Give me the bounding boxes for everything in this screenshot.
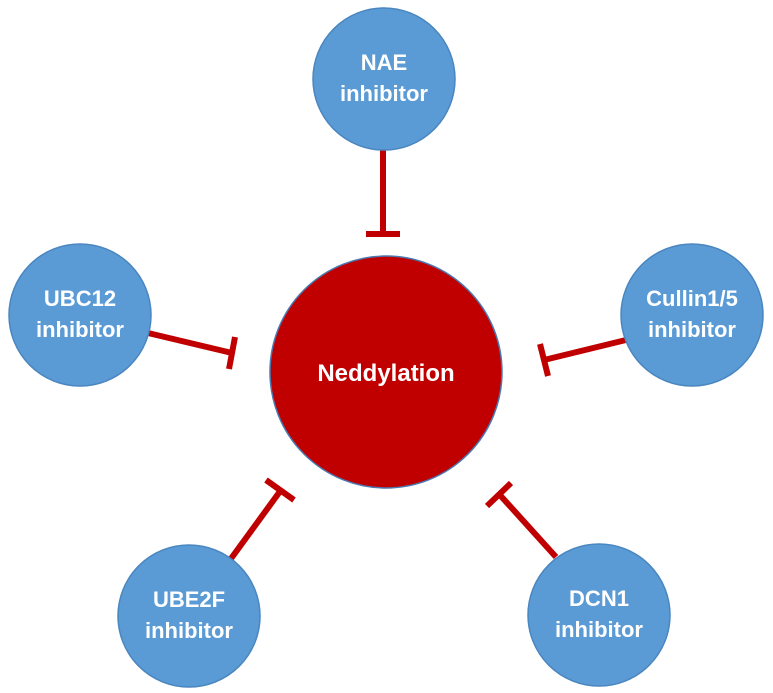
ube2f-inhibitor-label-line2: inhibitor bbox=[145, 618, 233, 643]
cullin-inhibitor-label-line2: inhibitor bbox=[648, 317, 736, 342]
ubc12-inhibitor-label-line2: inhibitor bbox=[36, 317, 124, 342]
nae-inhibitor-label-line2: inhibitor bbox=[340, 81, 428, 106]
ube2f-inhibitor-node: UBE2F inhibitor bbox=[117, 544, 261, 688]
dcn1-inhibitor-label-line2: inhibitor bbox=[555, 617, 643, 642]
inhibition-edges bbox=[147, 147, 631, 562]
ube2f-inhibitor-label-line1: UBE2F bbox=[153, 587, 225, 612]
nae-inhibitor-label-line1: NAE bbox=[361, 50, 407, 75]
neddylation-label: Neddylation bbox=[317, 360, 454, 387]
cullin-inhibitor-node: Cullin1/5 inhibitor bbox=[620, 243, 764, 387]
dcn1-inhibitor-node: DCN1 inhibitor bbox=[527, 543, 671, 687]
dcn1-inhibitor-label-line1: DCN1 bbox=[569, 586, 629, 611]
nae-inhibitor-node: NAE inhibitor bbox=[312, 7, 456, 151]
neddylation-node: Neddylation bbox=[269, 255, 503, 489]
ubc12-inhibitor-node: UBC12 inhibitor bbox=[8, 243, 152, 387]
edge-cullin-to-neddylation bbox=[537, 336, 631, 377]
edge-ube2f-to-neddylation bbox=[227, 477, 296, 562]
edge-dcn1-to-neddylation bbox=[484, 480, 559, 560]
edge-ubc12-to-neddylation bbox=[147, 330, 238, 370]
edge-nae-to-neddylation bbox=[366, 147, 400, 237]
cullin-inhibitor-label-line1: Cullin1/5 bbox=[646, 286, 738, 311]
ubc12-inhibitor-label-line1: UBC12 bbox=[44, 286, 116, 311]
